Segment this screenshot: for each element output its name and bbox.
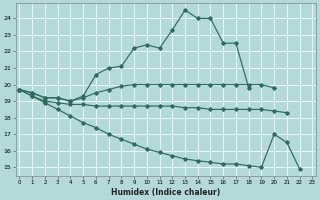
X-axis label: Humidex (Indice chaleur): Humidex (Indice chaleur) [111,188,220,197]
